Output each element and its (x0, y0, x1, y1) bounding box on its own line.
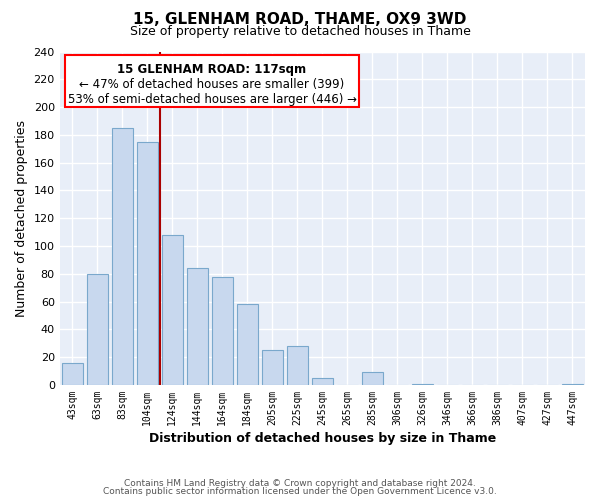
Bar (236, 304, 258, 385)
Bar (287, 346, 308, 385)
X-axis label: Distribution of detached houses by size in Thame: Distribution of detached houses by size … (149, 432, 496, 445)
Bar (187, 268, 208, 385)
Bar (112, 128, 133, 385)
Text: ← 47% of detached houses are smaller (399): ← 47% of detached houses are smaller (39… (79, 78, 344, 91)
Bar (412, 384, 433, 385)
Text: 15, GLENHAM ROAD, THAME, OX9 3WD: 15, GLENHAM ROAD, THAME, OX9 3WD (133, 12, 467, 28)
Text: 53% of semi-detached houses are larger (446) →: 53% of semi-detached houses are larger (… (68, 93, 356, 106)
Bar (86, 274, 108, 385)
Bar (161, 235, 183, 385)
Bar (312, 378, 333, 385)
Text: 15 GLENHAM ROAD: 117sqm: 15 GLENHAM ROAD: 117sqm (118, 63, 307, 76)
Bar (562, 384, 583, 385)
Text: Size of property relative to detached houses in Thame: Size of property relative to detached ho… (130, 24, 470, 38)
Bar (262, 350, 283, 385)
Bar (137, 142, 158, 385)
Bar (62, 362, 83, 385)
FancyBboxPatch shape (65, 55, 359, 106)
Text: Contains HM Land Registry data © Crown copyright and database right 2024.: Contains HM Land Registry data © Crown c… (124, 478, 476, 488)
Y-axis label: Number of detached properties: Number of detached properties (15, 120, 28, 316)
Text: Contains public sector information licensed under the Open Government Licence v3: Contains public sector information licen… (103, 487, 497, 496)
Bar (212, 276, 233, 385)
Bar (362, 372, 383, 385)
